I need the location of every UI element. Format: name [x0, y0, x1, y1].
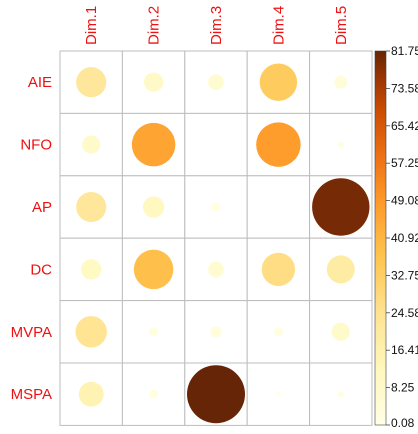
data-circle [334, 75, 348, 89]
data-circle [331, 322, 350, 341]
data-circle [312, 178, 370, 236]
column-label: Dim.5 [333, 6, 350, 45]
data-circle [82, 135, 101, 154]
data-circle [210, 326, 222, 338]
colorbar-tick-label: 8.25 [391, 381, 415, 395]
data-circle [142, 196, 165, 218]
row-label: MSPA [11, 386, 52, 403]
row-labels: AIE NFO AP DC MVPA MSPA [11, 74, 53, 403]
data-circle [337, 390, 345, 398]
data-circle [326, 255, 355, 284]
data-circle [273, 327, 283, 337]
colorbar-tick-label: 57.25 [391, 156, 418, 170]
colorbar-tick-label: 0.08 [391, 416, 415, 430]
column-label: Dim.1 [83, 6, 100, 45]
data-circle [149, 389, 159, 399]
data-circle [215, 143, 217, 146]
row-label: AIE [28, 74, 52, 91]
data-circle [277, 206, 280, 208]
data-circle [256, 122, 301, 167]
data-circle [259, 63, 298, 101]
row-label: AP [32, 199, 52, 216]
data-circle [337, 141, 345, 148]
colorbar-tick-label: 24.58 [391, 306, 418, 320]
data-circle [208, 74, 224, 91]
data-circle [261, 252, 296, 287]
data-circle [131, 122, 176, 167]
colorbar-tick-label: 32.75 [391, 268, 418, 282]
row-label: MVPA [11, 324, 52, 341]
colorbar-tick-label: 40.92 [391, 231, 418, 245]
column-labels: Dim.1 Dim.2 Dim.3 Dim.4 Dim.5 [83, 6, 350, 45]
grid-cell [246, 175, 311, 239]
data-circle [133, 249, 174, 290]
data-circle [78, 381, 104, 407]
colorbar-tick-label: 49.08 [391, 194, 418, 208]
data-circle [143, 72, 164, 92]
data-circle [276, 391, 281, 397]
row-label: DC [30, 261, 52, 278]
row-label: NFO [20, 137, 52, 154]
colorbar-tick-label: 65.42 [391, 119, 418, 133]
column-label: Dim.4 [270, 6, 287, 45]
column-label: Dim.2 [146, 6, 163, 45]
grid-cell [121, 300, 186, 364]
colorbar-tick-label: 16.41 [391, 343, 418, 357]
data-circle [149, 327, 159, 337]
column-label: Dim.3 [208, 6, 225, 45]
data-circle [208, 261, 224, 278]
colorbar-tick-label: 73.58 [391, 81, 418, 95]
colorbar-tick-label: 81.75 [391, 44, 418, 58]
color-legend: 81.75 73.58 65.42 57.25 49.08 40.92 32.75 24.58… [374, 44, 418, 430]
data-circle [81, 259, 102, 280]
data-circle [211, 202, 221, 212]
data-circle [76, 67, 107, 98]
data-circle [75, 316, 107, 348]
data-circle [76, 191, 107, 223]
data-circles [75, 63, 370, 424]
data-circle [187, 365, 245, 424]
colorbar-gradient [374, 50, 387, 426]
grid-cell [184, 112, 248, 177]
